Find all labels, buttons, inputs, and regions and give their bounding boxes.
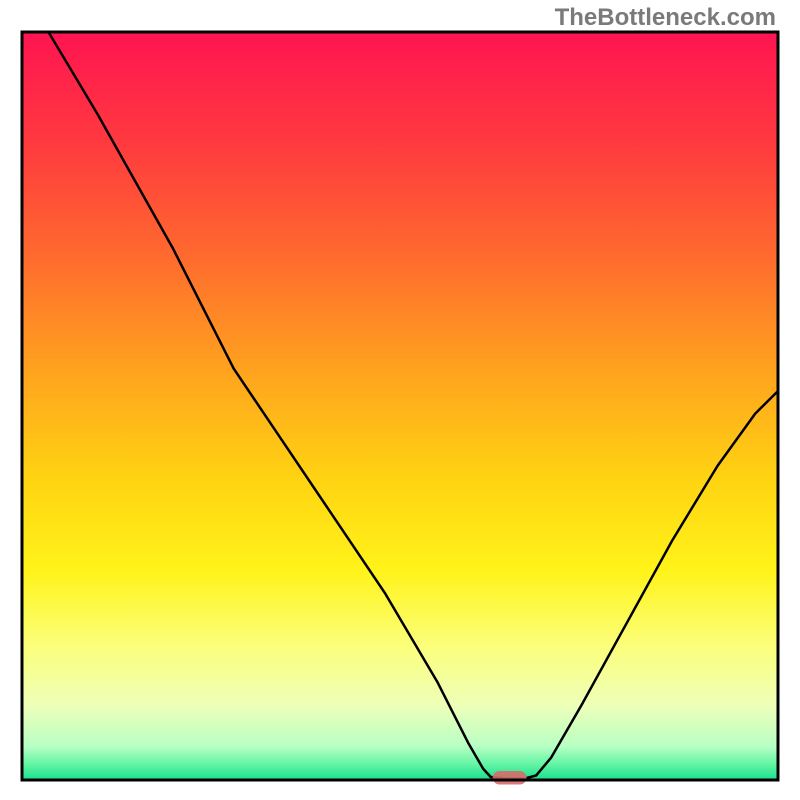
plot-background — [22, 32, 778, 780]
watermark-text: TheBottleneck.com — [555, 4, 776, 32]
bottleneck-chart — [0, 0, 800, 800]
minimum-marker — [493, 771, 527, 784]
